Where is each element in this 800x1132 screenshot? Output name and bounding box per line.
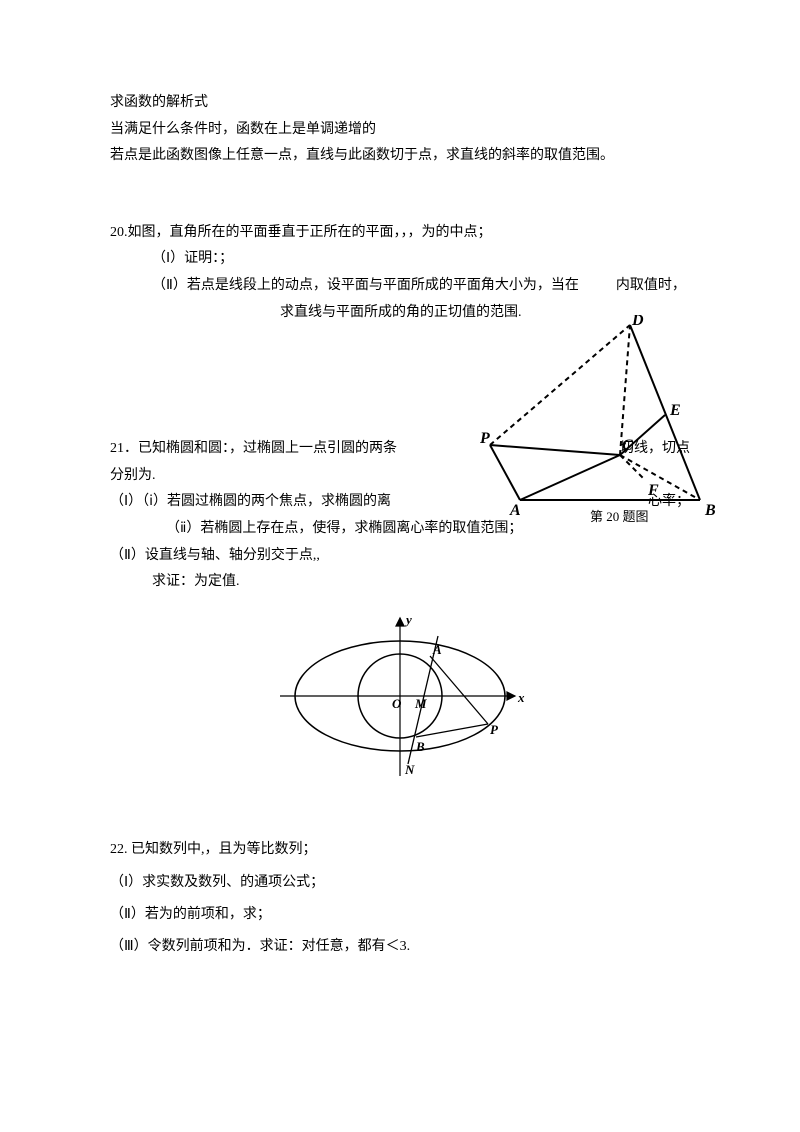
- q22-l3: （Ⅱ）若为的前项和，求；: [110, 899, 690, 931]
- question-22: 22. 已知数列中,，且为等比数列； （Ⅰ）求实数及数列、的通项公式； （Ⅱ）若…: [110, 834, 690, 963]
- q21-l6: 求证：为定值.: [110, 569, 690, 596]
- label-E: E: [669, 402, 681, 419]
- figure-20-svg: A B C D E F P: [480, 315, 740, 535]
- q22-l1: 22. 已知数列中,，且为等比数列；: [110, 834, 690, 866]
- spacer: [110, 170, 690, 220]
- label-M: M: [414, 696, 427, 711]
- q20-p2a-text: （Ⅱ）若点是线段上的动点，设平面与平面所成的平面角大小为，当在: [152, 278, 579, 293]
- label-B21: B: [415, 739, 425, 754]
- spacer: [110, 816, 690, 834]
- q22-l2: （Ⅰ）求实数及数列、的通项公式；: [110, 867, 690, 899]
- intro-line-2: 当满足什么条件时，函数在上是单调递增的: [110, 117, 690, 144]
- label-C: C: [622, 437, 633, 454]
- label-N: N: [404, 762, 415, 777]
- q22-l4: （Ⅲ）令数列前项和为．求证：对任意，都有＜3.: [110, 931, 690, 963]
- label-A: A: [509, 502, 521, 519]
- label-y: y: [404, 612, 412, 627]
- q21-l1a: 21．已知椭圆和圆：，过椭圆上一点引圆的两条: [110, 441, 397, 456]
- intro-line-3: 若点是此函数图像上任意一点，直线与此函数切于点，求直线的斜率的取值范围。: [110, 143, 690, 170]
- label-O: O: [392, 696, 402, 711]
- label-D: D: [631, 315, 644, 329]
- q21-l3a: （Ⅰ）（ⅰ）若圆过椭圆的两个焦点，求椭圆的离: [110, 494, 391, 509]
- intro-line-1: 求函数的解析式: [110, 90, 690, 117]
- q20-head: 20.如图，直角所在的平面垂直于正所在的平面，，，为的中点；: [110, 220, 690, 247]
- figure-20: A B C D E F P 第 20 题图: [480, 315, 740, 535]
- question-20: 20.如图，直角所在的平面垂直于正所在的平面，，，为的中点； （Ⅰ）证明：； （…: [110, 220, 690, 596]
- q20-part2-a: （Ⅱ）若点是线段上的动点，设平面与平面所成的平面角大小为，当在 内取值时，: [110, 273, 690, 300]
- q20-p2b-text: 内取值时，: [616, 278, 686, 293]
- label-F: F: [647, 482, 659, 499]
- q21-l5: （Ⅱ）设直线与轴、轴分别交于点,,: [110, 543, 690, 570]
- figure-21: O M A B N P x y: [110, 606, 690, 797]
- figure-21-svg: O M A B N P x y: [270, 606, 530, 786]
- figure-20-caption: 第 20 题图: [590, 505, 649, 530]
- q20-part1: （Ⅰ）证明：；: [110, 246, 690, 273]
- label-P: P: [480, 430, 490, 447]
- label-A21: A: [432, 642, 442, 657]
- label-P21: P: [490, 722, 499, 737]
- label-x: x: [517, 690, 525, 705]
- label-B: B: [704, 502, 716, 519]
